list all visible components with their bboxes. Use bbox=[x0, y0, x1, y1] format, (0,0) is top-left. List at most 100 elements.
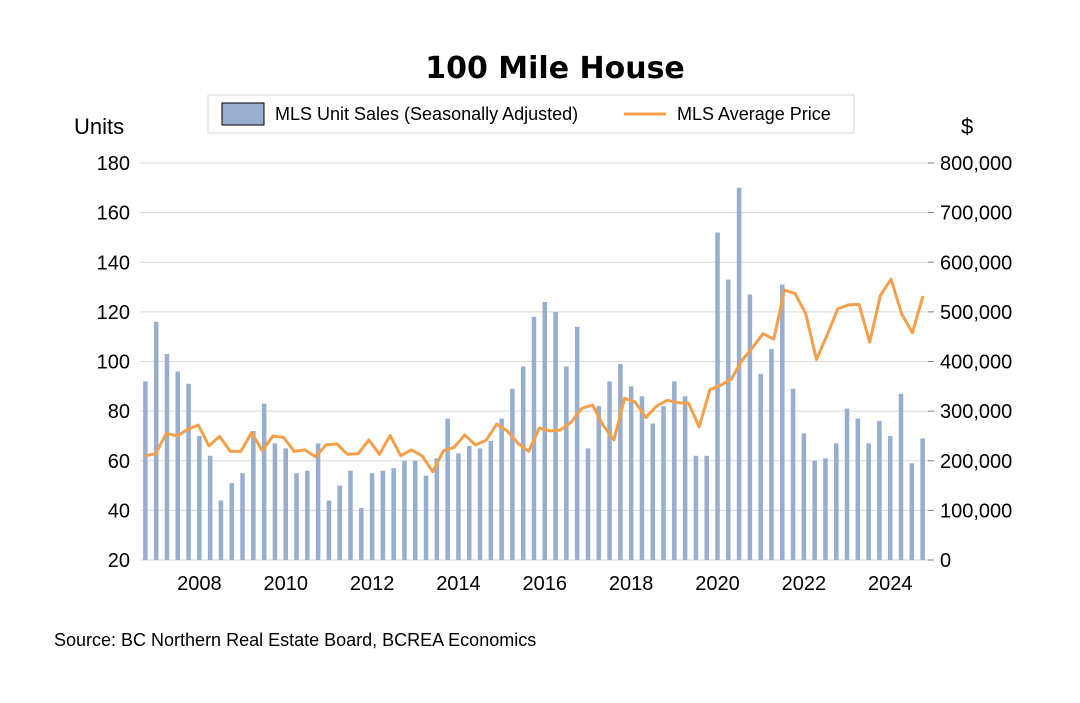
sales-bar bbox=[445, 418, 450, 560]
x-axis-ticks: 2008 2010 2012 2014 2016 2018 2020 2022 2024 bbox=[177, 573, 912, 595]
legend-label-price: MLS Average Price bbox=[677, 104, 831, 124]
sales-bar bbox=[866, 443, 871, 560]
price-line-layer bbox=[144, 277, 925, 474]
left-tick-label: 140 bbox=[97, 252, 130, 274]
sales-bar bbox=[186, 383, 191, 560]
sales-bar bbox=[661, 406, 666, 560]
sales-bar bbox=[801, 433, 807, 560]
legend-label-sales: MLS Unit Sales (Seasonally Adjusted) bbox=[275, 104, 578, 124]
sales-bar bbox=[251, 430, 256, 560]
sales-bar bbox=[510, 388, 515, 560]
sales-bar bbox=[153, 321, 159, 560]
sales-bar bbox=[434, 458, 440, 560]
x-tick-label: 2010 bbox=[263, 573, 308, 595]
left-tick-label: 160 bbox=[97, 203, 130, 225]
left-tick-label: 20 bbox=[108, 550, 130, 572]
sales-bar bbox=[456, 453, 461, 560]
sales-bar bbox=[412, 460, 418, 560]
right-tick-label: 500,000 bbox=[940, 302, 1012, 324]
sales-bar bbox=[391, 468, 396, 560]
sales-bar bbox=[164, 354, 170, 560]
left-axis-label: Units bbox=[74, 114, 124, 139]
sales-bar bbox=[229, 483, 235, 560]
x-tick-label: 2014 bbox=[436, 573, 481, 595]
sales-bar bbox=[585, 448, 591, 560]
sales-bar bbox=[564, 366, 569, 560]
sales-bar bbox=[639, 396, 645, 560]
chart-title: 100 Mile House bbox=[425, 51, 685, 86]
right-axis-ticks: 800,000 700,000 600,000 500,000 400,000 300,0… bbox=[928, 153, 1012, 572]
sales-bar bbox=[369, 473, 375, 560]
sales-bar bbox=[348, 470, 353, 560]
left-tick-label: 80 bbox=[108, 401, 130, 423]
sales-bar bbox=[833, 443, 839, 560]
sales-bar bbox=[218, 500, 224, 560]
sales-bar bbox=[402, 460, 407, 560]
left-axis-ticks: 180 160 140 120 100 80 60 40 20 bbox=[97, 153, 130, 572]
sales-bar bbox=[143, 381, 148, 560]
sales-bar bbox=[682, 396, 688, 560]
sales-bar bbox=[887, 435, 893, 560]
sales-bar bbox=[758, 373, 763, 560]
x-tick-label: 2016 bbox=[523, 573, 568, 595]
x-tick-label: 2022 bbox=[782, 573, 827, 595]
left-tick-label: 40 bbox=[108, 500, 130, 522]
legend-bar-swatch bbox=[221, 102, 265, 126]
price-line bbox=[144, 277, 925, 474]
sales-bar bbox=[855, 418, 861, 560]
sales-bar bbox=[823, 458, 828, 560]
sales-bar bbox=[553, 311, 558, 561]
sales-bar bbox=[305, 470, 310, 560]
sales-bar bbox=[207, 455, 213, 560]
sales-bar bbox=[769, 349, 774, 560]
sales-bar bbox=[466, 445, 472, 560]
right-tick-label: 300,000 bbox=[940, 401, 1012, 423]
sales-bar bbox=[909, 463, 915, 560]
right-tick-label: 200,000 bbox=[940, 451, 1012, 473]
right-tick-label: 600,000 bbox=[940, 252, 1012, 274]
sales-bar bbox=[877, 421, 882, 560]
sales-bar bbox=[240, 473, 245, 560]
sales-bar bbox=[272, 443, 278, 560]
sales-bar bbox=[693, 455, 699, 560]
sales-bar bbox=[898, 393, 904, 560]
right-axis-label: $ bbox=[961, 114, 973, 139]
sales-bar bbox=[790, 388, 796, 560]
left-tick-label: 180 bbox=[97, 153, 130, 175]
sales-bar bbox=[315, 443, 321, 560]
sales-bar bbox=[197, 435, 202, 560]
right-tick-label: 400,000 bbox=[940, 352, 1012, 374]
sales-bar bbox=[780, 284, 785, 560]
sales-bar bbox=[380, 470, 386, 560]
sales-bar bbox=[618, 363, 623, 560]
sales-bar bbox=[628, 386, 634, 560]
sales-bar bbox=[326, 500, 332, 560]
sales-bar bbox=[736, 187, 742, 560]
sales-bar bbox=[337, 485, 342, 560]
legend-box bbox=[207, 94, 855, 134]
right-tick-label: 100,000 bbox=[940, 500, 1012, 522]
sales-bar bbox=[283, 448, 288, 560]
sales-bar bbox=[423, 475, 429, 560]
right-tick-label: 800,000 bbox=[940, 153, 1012, 175]
sales-bar bbox=[359, 507, 364, 560]
sales-bar bbox=[294, 473, 299, 560]
source-note: Source: BC Northern Real Estate Board, B… bbox=[54, 630, 536, 650]
x-tick-label: 2012 bbox=[350, 573, 395, 595]
sales-bar bbox=[704, 455, 709, 560]
sales-bar bbox=[520, 366, 526, 560]
sales-bar bbox=[650, 423, 655, 560]
left-tick-label: 100 bbox=[97, 352, 130, 374]
x-tick-label: 2020 bbox=[695, 573, 740, 595]
x-tick-label: 2008 bbox=[177, 573, 222, 595]
left-tick-label: 120 bbox=[97, 302, 130, 324]
sales-bar bbox=[574, 326, 580, 560]
x-tick-label: 2024 bbox=[868, 573, 913, 595]
right-tick-label: 0 bbox=[940, 550, 951, 572]
right-tick-label: 700,000 bbox=[940, 203, 1012, 225]
sales-bar bbox=[920, 438, 925, 560]
sales-bar bbox=[726, 279, 731, 560]
sales-bar bbox=[715, 232, 720, 561]
